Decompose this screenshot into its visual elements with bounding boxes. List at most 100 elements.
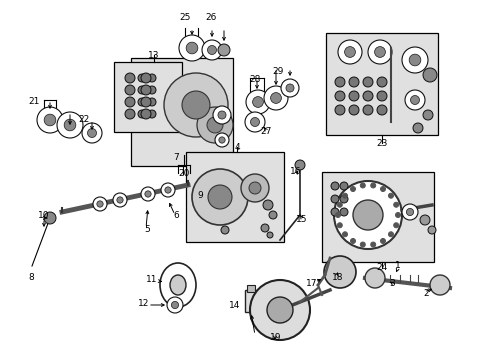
Bar (321, 172, 433, 262)
Circle shape (171, 301, 178, 309)
Circle shape (87, 129, 96, 138)
Circle shape (138, 74, 146, 82)
Circle shape (206, 117, 223, 133)
Bar (246, 285, 254, 292)
Circle shape (179, 35, 204, 61)
Circle shape (376, 77, 386, 87)
Text: 5: 5 (144, 225, 149, 234)
Text: 1: 1 (394, 261, 400, 270)
Text: 27: 27 (260, 126, 271, 135)
Text: 7: 7 (173, 153, 179, 162)
Circle shape (350, 238, 355, 243)
Circle shape (125, 73, 135, 83)
Circle shape (263, 200, 272, 210)
Circle shape (138, 110, 146, 118)
Circle shape (334, 77, 345, 87)
Circle shape (248, 182, 261, 194)
Circle shape (422, 68, 436, 82)
Text: 23: 23 (376, 139, 387, 148)
Text: 9: 9 (197, 192, 203, 201)
Circle shape (182, 91, 209, 119)
Circle shape (141, 73, 151, 83)
Circle shape (387, 232, 393, 237)
Circle shape (213, 106, 230, 124)
Circle shape (352, 200, 382, 230)
Circle shape (376, 105, 386, 115)
Bar (325, 33, 437, 135)
Text: 4: 4 (234, 143, 239, 152)
Circle shape (93, 197, 107, 211)
Circle shape (401, 47, 427, 73)
Circle shape (138, 86, 146, 94)
Circle shape (97, 201, 103, 207)
Circle shape (138, 98, 146, 106)
Circle shape (348, 77, 358, 87)
Circle shape (362, 105, 372, 115)
Circle shape (330, 208, 338, 216)
Circle shape (350, 186, 355, 192)
Circle shape (337, 202, 342, 207)
Circle shape (419, 215, 429, 225)
Circle shape (412, 123, 422, 133)
Circle shape (161, 183, 175, 197)
Circle shape (348, 105, 358, 115)
Circle shape (37, 107, 63, 133)
Circle shape (281, 79, 298, 97)
Circle shape (167, 297, 183, 313)
Text: 17: 17 (305, 279, 317, 288)
Circle shape (244, 112, 264, 132)
Circle shape (380, 238, 385, 243)
Circle shape (268, 211, 276, 219)
Circle shape (197, 107, 232, 143)
Circle shape (360, 183, 365, 188)
Circle shape (408, 54, 420, 66)
Circle shape (374, 46, 385, 57)
Circle shape (44, 114, 56, 126)
Circle shape (113, 193, 127, 207)
Circle shape (395, 212, 400, 217)
Circle shape (207, 185, 231, 209)
Circle shape (148, 74, 156, 82)
Circle shape (335, 212, 340, 217)
Circle shape (330, 195, 338, 203)
Circle shape (406, 208, 413, 216)
Circle shape (393, 202, 398, 207)
Circle shape (333, 181, 401, 249)
Circle shape (141, 85, 151, 95)
Circle shape (294, 160, 305, 170)
Circle shape (192, 169, 247, 225)
Circle shape (125, 109, 135, 119)
Circle shape (57, 112, 83, 138)
Circle shape (404, 90, 424, 110)
Circle shape (344, 46, 355, 57)
Text: 29: 29 (272, 67, 283, 76)
Text: 14: 14 (229, 302, 240, 310)
Circle shape (44, 212, 56, 224)
Circle shape (266, 297, 292, 323)
Circle shape (148, 98, 156, 106)
Circle shape (409, 95, 419, 104)
Circle shape (141, 187, 155, 201)
Circle shape (342, 232, 347, 237)
Circle shape (186, 42, 198, 54)
Circle shape (380, 186, 385, 192)
Circle shape (334, 91, 345, 101)
Circle shape (219, 137, 224, 143)
Circle shape (266, 232, 272, 238)
Circle shape (218, 111, 225, 119)
Circle shape (148, 110, 156, 118)
Circle shape (367, 40, 391, 64)
Circle shape (330, 182, 338, 190)
Circle shape (249, 280, 309, 340)
Text: 12: 12 (138, 300, 149, 309)
Circle shape (387, 193, 393, 198)
Circle shape (252, 96, 263, 107)
Circle shape (337, 40, 361, 64)
Circle shape (144, 191, 151, 197)
Circle shape (401, 204, 417, 220)
Circle shape (364, 268, 384, 288)
Text: 15: 15 (296, 216, 307, 225)
Circle shape (117, 197, 123, 203)
Circle shape (218, 44, 229, 56)
Circle shape (362, 91, 372, 101)
